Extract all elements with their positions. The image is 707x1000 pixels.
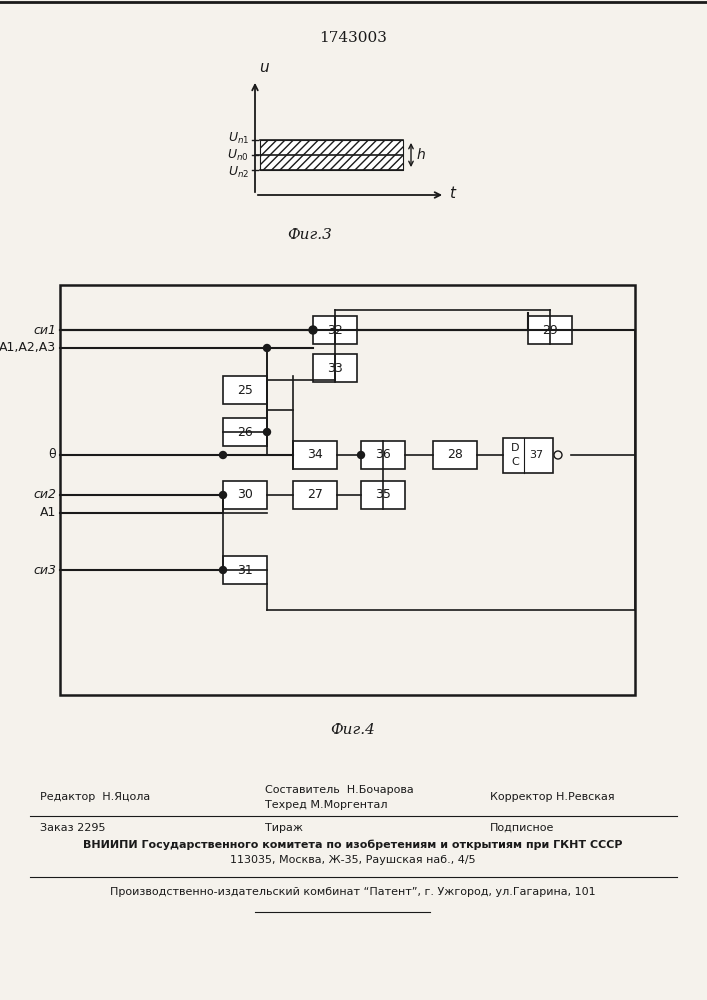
Text: 27: 27	[307, 488, 323, 502]
Bar	[223, 481, 267, 509]
Text: t: t	[449, 186, 455, 202]
Text: 28: 28	[447, 448, 463, 462]
Text: u: u	[259, 60, 269, 75]
Bar	[361, 481, 405, 509]
Text: си3: си3	[33, 564, 56, 576]
Text: Корректор Н.Ревская: Корректор Н.Ревская	[490, 792, 614, 802]
Text: C: C	[511, 457, 519, 467]
Text: Фиг.4: Фиг.4	[331, 723, 375, 737]
Circle shape	[309, 326, 317, 334]
Text: θ: θ	[48, 448, 56, 462]
Text: си1: си1	[33, 324, 56, 336]
Bar	[293, 441, 337, 469]
Text: 31: 31	[237, 564, 253, 576]
Text: D: D	[510, 443, 519, 453]
Text: А1,А2,А3: А1,А2,А3	[0, 342, 56, 355]
Text: Тираж: Тираж	[265, 823, 303, 833]
Text: Заказ 2295: Заказ 2295	[40, 823, 105, 833]
Text: Составитель  Н.Бочарова: Составитель Н.Бочарова	[265, 785, 414, 795]
Text: 29: 29	[542, 324, 558, 336]
Text: 26: 26	[237, 426, 253, 438]
Text: Фиг.3: Фиг.3	[288, 228, 332, 242]
Text: 30: 30	[237, 488, 253, 502]
Bar	[528, 316, 572, 344]
Text: $U_{n1}$: $U_{n1}$	[228, 130, 249, 146]
Bar	[60, 285, 635, 695]
Circle shape	[264, 428, 271, 436]
Bar	[313, 316, 357, 344]
Bar	[223, 556, 267, 584]
Text: Производственно-издательский комбинат “Патент”, г. Ужгород, ул.Гагарина, 101: Производственно-издательский комбинат “П…	[110, 887, 596, 897]
Text: $U_{n0}$: $U_{n0}$	[228, 147, 249, 163]
Text: h: h	[417, 148, 426, 162]
Text: Подписное: Подписное	[490, 823, 554, 833]
Text: 37: 37	[529, 450, 543, 460]
Circle shape	[219, 452, 226, 458]
Bar	[313, 354, 357, 382]
Text: ВНИИПИ Государственного комитета по изобретениям и открытиям при ГКНТ СССР: ВНИИПИ Государственного комитета по изоб…	[83, 840, 623, 850]
Text: 34: 34	[307, 448, 323, 462]
Text: 35: 35	[375, 488, 391, 502]
Bar	[223, 376, 267, 404]
Text: А1: А1	[40, 506, 56, 520]
Bar	[260, 140, 403, 170]
Circle shape	[219, 566, 226, 574]
Text: си2: си2	[33, 488, 56, 502]
Bar	[433, 441, 477, 469]
Circle shape	[264, 344, 271, 352]
Bar	[293, 481, 337, 509]
Text: 36: 36	[375, 448, 391, 462]
Text: 33: 33	[327, 361, 343, 374]
Text: Техред М.Моргентал: Техред М.Моргентал	[265, 800, 387, 810]
Bar	[361, 441, 405, 469]
Bar	[223, 418, 267, 446]
Text: $U_{n2}$: $U_{n2}$	[228, 164, 249, 180]
Text: 113035, Москва, Ж-35, Раушская наб., 4/5: 113035, Москва, Ж-35, Раушская наб., 4/5	[230, 855, 476, 865]
Circle shape	[358, 452, 365, 458]
Text: 1743003: 1743003	[319, 31, 387, 45]
Circle shape	[219, 491, 226, 498]
Bar	[503, 438, 553, 473]
Text: 32: 32	[327, 324, 343, 336]
Text: Редактор  Н.Яцола: Редактор Н.Яцола	[40, 792, 151, 802]
Text: 25: 25	[237, 383, 253, 396]
